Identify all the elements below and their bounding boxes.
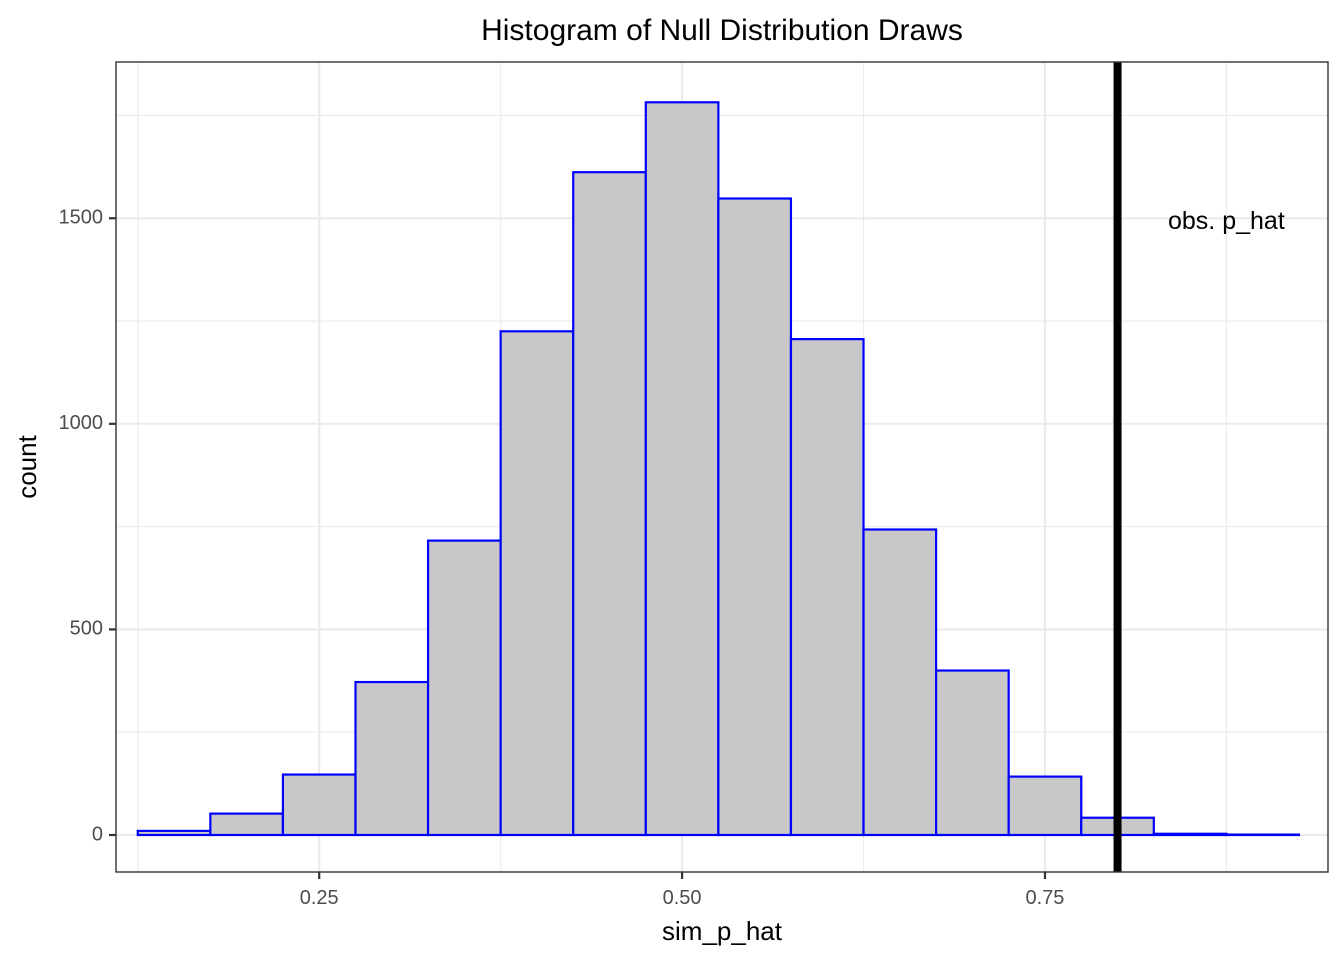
histogram-bar (717, 197, 793, 837)
axes: 0.25 0.50 0.75 0 500 1000 1500 (59, 207, 1065, 909)
histogram-bars (136, 101, 1301, 837)
observed-p-hat-label: obs. p_hat (1168, 207, 1285, 235)
x-tick-label: 0.75 (1025, 887, 1064, 909)
histogram-bar (209, 812, 285, 837)
y-axis-title: count (12, 434, 42, 498)
histogram-bar (136, 829, 212, 837)
y-tick-label: 0 (92, 823, 103, 845)
histogram-bar (1007, 775, 1083, 837)
histogram-bar (499, 330, 575, 837)
y-tick-label: 1500 (59, 207, 104, 229)
histogram-bar (644, 101, 720, 837)
y-tick-label: 500 (70, 618, 103, 640)
histogram-bar (572, 171, 647, 837)
histogram-bar (789, 338, 865, 837)
histogram-bar (281, 773, 357, 837)
histogram-bar (934, 669, 1010, 837)
chart-title: Histogram of Null Distribution Draws (481, 14, 963, 47)
histogram-bar (862, 528, 938, 837)
histogram-bar (426, 539, 502, 837)
plot-panel-border (115, 61, 1329, 873)
histogram-bar (1152, 832, 1228, 837)
y-tick-label: 1000 (59, 412, 104, 434)
x-tick-label: 0.25 (300, 887, 339, 909)
x-axis-title: sim_p_hat (662, 916, 783, 946)
histogram-bar (354, 680, 430, 837)
reference-layer: obs. p_hat (1113, 62, 1285, 872)
x-tick-label: 0.50 (663, 887, 702, 909)
